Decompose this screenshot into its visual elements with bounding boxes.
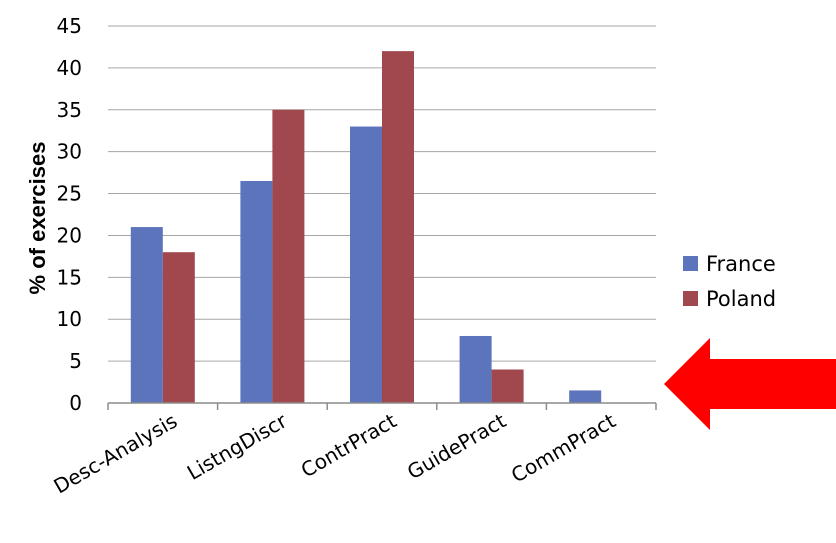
left-arrow-icon [664,338,836,430]
y-tick-label: 25 [57,182,82,206]
legend: France Poland [683,252,776,311]
legend-swatch [683,256,698,271]
bar-poland [162,252,195,403]
x-tick-label: ContrPract [297,408,401,482]
bars [130,51,602,404]
x-tick-label: Desc-Analysis [50,409,182,499]
y-tick-label: 0 [69,391,82,415]
x-axis-ticks: Desc-Analysis ListngDiscr ContrPract GuideP… [50,408,620,498]
y-tick-label: 15 [57,265,82,289]
y-axis-label: % of exercises [25,142,50,295]
y-tick-label: 35 [57,98,82,122]
bar-poland [272,109,305,404]
bar-france [130,227,163,403]
bar-france [240,180,273,403]
bar-poland [491,369,524,403]
y-tick-label: 30 [57,140,82,164]
legend-label: France [706,252,776,276]
x-tick-label: ListngDiscr [183,408,292,485]
legend-item-poland: Poland [683,287,776,311]
axes [107,402,657,410]
bar-france [350,126,382,404]
bar-france [569,390,602,403]
x-tick-label: CommPract [507,408,620,487]
y-tick-label: 20 [57,223,82,247]
y-tick-label: 5 [69,349,82,373]
legend-label: Poland [706,287,776,311]
y-tick-label: 10 [57,307,82,331]
legend-item-france: France [683,252,776,276]
bar-poland [382,51,414,404]
y-tick-label: 45 [57,14,82,38]
y-axis-ticks: 0 5 10 15 20 25 30 35 40 45 [57,14,82,415]
x-tick-label: GuidePract [403,408,510,484]
y-tick-label: 40 [57,56,82,80]
legend-swatch [683,291,698,306]
bar-france [459,335,492,403]
